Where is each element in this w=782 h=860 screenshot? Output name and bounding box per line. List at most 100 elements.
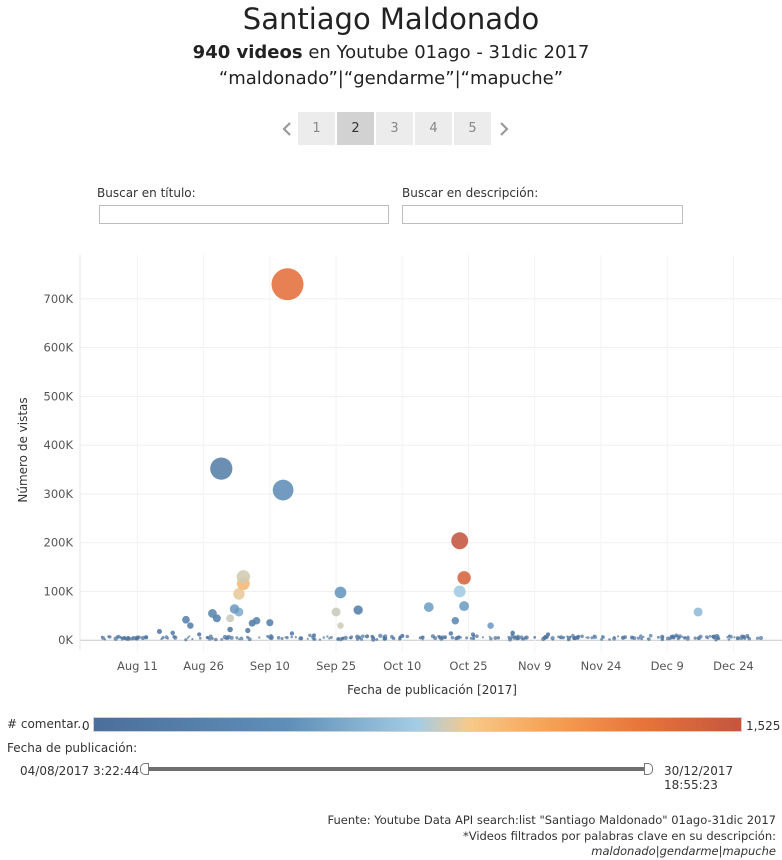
video-point-baseline[interactable] <box>238 638 241 641</box>
video-point[interactable] <box>210 457 233 480</box>
video-point[interactable] <box>331 607 341 617</box>
video-point-baseline[interactable] <box>160 637 163 641</box>
video-point-baseline[interactable] <box>454 636 458 641</box>
video-point-baseline[interactable] <box>745 633 750 639</box>
date-slider-end-handle[interactable] <box>644 763 653 775</box>
video-point-baseline[interactable] <box>661 635 665 639</box>
video-point-baseline[interactable] <box>318 638 322 641</box>
video-point-baseline[interactable] <box>299 636 304 641</box>
video-point-baseline[interactable] <box>639 634 643 638</box>
video-point-baseline[interactable] <box>113 636 118 641</box>
video-point-baseline[interactable] <box>398 635 402 639</box>
video-point-baseline[interactable] <box>173 635 178 640</box>
video-point-baseline[interactable] <box>523 636 528 640</box>
video-point[interactable] <box>170 630 176 636</box>
video-point-baseline[interactable] <box>631 636 634 639</box>
video-point-baseline[interactable] <box>127 636 130 639</box>
video-point-baseline[interactable] <box>656 635 660 639</box>
video-point-baseline[interactable] <box>383 636 388 641</box>
video-point-baseline[interactable] <box>137 635 141 640</box>
video-point-baseline[interactable] <box>693 636 697 640</box>
video-point-baseline[interactable] <box>322 636 326 639</box>
video-point-baseline[interactable] <box>648 633 653 638</box>
video-point-baseline[interactable] <box>336 638 339 641</box>
video-point-baseline[interactable] <box>390 634 394 639</box>
video-point[interactable] <box>353 605 363 615</box>
video-point-baseline[interactable] <box>144 635 148 639</box>
video-point-baseline[interactable] <box>465 636 469 640</box>
video-point[interactable] <box>156 628 162 634</box>
video-point-baseline[interactable] <box>617 635 620 638</box>
video-point[interactable] <box>423 602 434 612</box>
video-point-baseline[interactable] <box>516 636 520 640</box>
video-point-baseline[interactable] <box>328 637 331 640</box>
video-point-baseline[interactable] <box>405 634 410 639</box>
video-point-baseline[interactable] <box>420 635 425 640</box>
video-point-baseline[interactable] <box>543 636 547 640</box>
video-point-baseline[interactable] <box>235 636 239 640</box>
video-point-baseline[interactable] <box>481 636 485 639</box>
video-point-baseline[interactable] <box>205 635 209 640</box>
video-point-baseline[interactable] <box>642 635 645 639</box>
video-point-baseline[interactable] <box>708 634 712 638</box>
video-point-baseline[interactable] <box>430 634 435 639</box>
video-point-baseline[interactable] <box>704 635 709 639</box>
video-point-baseline[interactable] <box>198 636 202 640</box>
video-point-baseline[interactable] <box>247 637 252 642</box>
video-point-baseline[interactable] <box>613 636 616 639</box>
video-point-baseline[interactable] <box>224 637 227 640</box>
video-point-baseline[interactable] <box>280 636 284 641</box>
video-point-baseline[interactable] <box>510 633 515 638</box>
video-point-baseline[interactable] <box>586 636 590 639</box>
video-point-baseline[interactable] <box>308 633 312 638</box>
video-point-baseline[interactable] <box>489 637 493 641</box>
date-slider-start-handle[interactable] <box>140 763 149 775</box>
video-point-baseline[interactable] <box>681 635 684 638</box>
video-point-baseline[interactable] <box>533 635 537 639</box>
video-point-baseline[interactable] <box>585 636 588 639</box>
video-point-baseline[interactable] <box>507 635 511 639</box>
video-point-baseline[interactable] <box>670 636 674 640</box>
video-point-baseline[interactable] <box>559 636 562 640</box>
video-point-baseline[interactable] <box>726 636 729 639</box>
video-point-baseline[interactable] <box>191 638 194 641</box>
video-point-baseline[interactable] <box>493 636 498 640</box>
video-point-baseline[interactable] <box>285 635 289 640</box>
video-point[interactable] <box>271 268 304 301</box>
video-point-baseline[interactable] <box>571 633 575 638</box>
video-point-baseline[interactable] <box>294 636 297 639</box>
video-point-baseline[interactable] <box>340 636 345 641</box>
video-point-baseline[interactable] <box>208 634 213 639</box>
video-point-baseline[interactable] <box>360 637 364 641</box>
video-point[interactable] <box>448 631 454 636</box>
video-point-baseline[interactable] <box>711 634 716 639</box>
video-point-baseline[interactable] <box>343 635 348 641</box>
video-point[interactable] <box>453 585 466 598</box>
video-point-baseline[interactable] <box>214 637 218 642</box>
date-range-slider[interactable] <box>145 767 649 771</box>
video-point-baseline[interactable] <box>269 636 274 641</box>
video-point-baseline[interactable] <box>733 636 736 639</box>
video-point-baseline[interactable] <box>313 637 317 641</box>
video-point[interactable] <box>334 586 347 599</box>
video-point-baseline[interactable] <box>103 638 107 641</box>
video-point[interactable] <box>187 622 194 629</box>
video-point-baseline[interactable] <box>743 636 747 640</box>
video-point[interactable] <box>735 636 740 641</box>
video-point-baseline[interactable] <box>758 635 764 641</box>
video-point-baseline[interactable] <box>728 634 733 639</box>
video-point-baseline[interactable] <box>108 635 112 639</box>
video-point-baseline[interactable] <box>592 634 598 640</box>
video-point-baseline[interactable] <box>239 636 244 641</box>
video-point-baseline[interactable] <box>440 635 445 640</box>
page-button-4[interactable]: 4 <box>415 112 452 145</box>
video-point-baseline[interactable] <box>329 635 333 639</box>
video-point-baseline[interactable] <box>375 637 379 641</box>
video-point-baseline[interactable] <box>566 635 569 638</box>
video-point[interactable] <box>229 604 240 614</box>
video-point-baseline[interactable] <box>520 638 524 641</box>
video-point[interactable] <box>272 479 294 501</box>
video-point[interactable] <box>510 630 515 636</box>
video-point[interactable] <box>459 601 470 612</box>
video-point-baseline[interactable] <box>469 636 473 640</box>
